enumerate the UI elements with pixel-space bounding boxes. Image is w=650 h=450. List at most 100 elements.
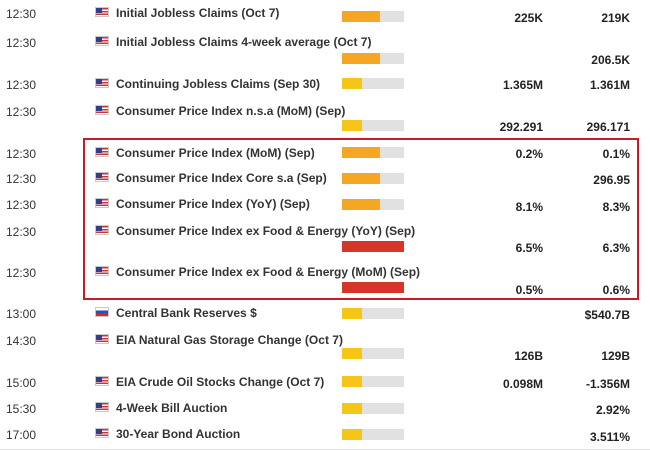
importance-bar-fill — [342, 429, 363, 440]
event-row[interactable]: 17:00 30-Year Bond Auction 3.511% — [0, 421, 650, 450]
event-name[interactable]: 4-Week Bill Auction — [116, 401, 228, 415]
event-time: 17:00 — [6, 428, 37, 442]
event-time: 12:30 — [6, 147, 37, 161]
importance-bar — [342, 241, 404, 252]
event-time: 12:30 — [6, 266, 37, 280]
us-flag-icon — [95, 105, 109, 115]
event-value-1: 0.098M — [502, 377, 543, 391]
event-row[interactable]: 15:00 EIA Crude Oil Stocks Change (Oct 7)… — [0, 369, 650, 396]
event-time: 12:30 — [6, 78, 37, 92]
ru-flag-icon — [95, 307, 109, 317]
event-name[interactable]: EIA Crude Oil Stocks Change (Oct 7) — [116, 375, 325, 389]
event-value-1: 292.291 — [499, 120, 543, 134]
event-value-1: 8.1% — [515, 200, 543, 214]
importance-bar-fill — [342, 376, 363, 387]
event-value-1: 225K — [514, 11, 543, 25]
event-row[interactable]: 12:30 Continuing Jobless Claims (Sep 30) 1… — [0, 71, 650, 99]
event-time: 14:30 — [6, 334, 37, 348]
importance-bar — [342, 376, 404, 387]
importance-bar — [342, 11, 404, 22]
event-name[interactable]: Initial Jobless Claims 4-week average (O… — [116, 35, 372, 49]
event-row[interactable]: 12:30 Initial Jobless Claims 4-week avera… — [0, 29, 650, 72]
importance-bar — [342, 78, 404, 89]
event-time: 15:30 — [6, 402, 37, 416]
importance-bar-fill — [342, 173, 381, 184]
importance-bar-fill — [342, 308, 363, 319]
event-value-1: 1.365M — [502, 78, 543, 92]
event-value-2: 1.361M — [589, 78, 630, 92]
importance-bar — [342, 120, 404, 131]
event-time: 12:30 — [6, 7, 37, 21]
event-name[interactable]: Consumer Price Index Core s.a (Sep) — [116, 171, 327, 185]
event-time: 12:30 — [6, 225, 37, 239]
event-value-2: 296.171 — [586, 120, 630, 134]
event-name[interactable]: Consumer Price Index (YoY) (Sep) — [116, 197, 310, 211]
event-value-2: 3.511% — [589, 430, 630, 444]
event-row[interactable]: 12:30 Initial Jobless Claims (Oct 7) 225K 2… — [0, 0, 650, 30]
event-value-1: 0.2% — [515, 147, 543, 161]
event-time: 12:30 — [6, 172, 37, 186]
us-flag-icon — [95, 402, 109, 412]
importance-bar-fill — [342, 348, 363, 359]
importance-bar-fill — [342, 11, 381, 22]
importance-bar — [342, 199, 404, 210]
event-value-2: 0.1% — [602, 147, 630, 161]
event-row[interactable]: 12:30 Consumer Price Index Core s.a (Sep)… — [0, 165, 650, 192]
importance-bar-fill — [342, 199, 381, 210]
event-value-2: 6.3% — [602, 241, 630, 255]
event-name[interactable]: 30-Year Bond Auction — [116, 427, 241, 441]
us-flag-icon — [95, 78, 109, 88]
event-row[interactable]: 12:30 Consumer Price Index n.s.a (MoM) (S… — [0, 98, 650, 141]
importance-bar-fill — [342, 78, 363, 89]
event-name[interactable]: Continuing Jobless Claims (Sep 30) — [116, 77, 321, 91]
event-name[interactable]: Central Bank Reserves $ — [116, 306, 257, 320]
event-time: 12:30 — [6, 36, 37, 50]
us-flag-icon — [95, 172, 109, 182]
event-value-2: 0.6% — [602, 283, 630, 297]
importance-bar-fill — [342, 147, 381, 158]
us-flag-icon — [95, 198, 109, 208]
event-time: 13:00 — [6, 307, 37, 321]
us-flag-icon — [95, 266, 109, 276]
event-row[interactable]: 14:30 EIA Natural Gas Storage Change (Oct… — [0, 327, 650, 370]
event-row[interactable]: 12:30 Consumer Price Index (YoY) (Sep) 8.1… — [0, 191, 650, 219]
us-flag-icon — [95, 36, 109, 46]
importance-bar — [342, 348, 404, 359]
event-row[interactable]: 13:00 Central Bank Reserves $ $540.7B — [0, 300, 650, 328]
event-value-2: 129B — [601, 349, 630, 363]
importance-bar — [342, 403, 404, 414]
event-row[interactable]: 12:30 Consumer Price Index ex Food & Ener… — [0, 259, 650, 301]
importance-bar-fill — [342, 282, 404, 293]
event-value-2: -1.356M — [585, 377, 630, 391]
event-value-1: 6.5% — [515, 241, 543, 255]
event-value-1: 126B — [514, 349, 543, 363]
event-name[interactable]: Consumer Price Index n.s.a (MoM) (Sep) — [116, 104, 346, 118]
us-flag-icon — [95, 147, 109, 157]
importance-bar-fill — [342, 53, 381, 64]
event-value-2: 8.3% — [602, 200, 630, 214]
importance-bar-fill — [342, 120, 363, 131]
us-flag-icon — [95, 7, 109, 17]
importance-bar-fill — [342, 241, 404, 252]
event-name[interactable]: EIA Natural Gas Storage Change (Oct 7) — [116, 333, 343, 347]
us-flag-icon — [95, 334, 109, 344]
us-flag-icon — [95, 376, 109, 386]
us-flag-icon — [95, 225, 109, 235]
event-name[interactable]: Consumer Price Index ex Food & Energy (M… — [116, 265, 421, 279]
event-row[interactable]: 12:30 Consumer Price Index (MoM) (Sep) 0.2… — [0, 140, 650, 166]
importance-bar — [342, 308, 404, 319]
event-row[interactable]: 12:30 Consumer Price Index ex Food & Ener… — [0, 218, 650, 260]
event-name[interactable]: Consumer Price Index (MoM) (Sep) — [116, 146, 315, 160]
us-flag-icon — [95, 428, 109, 438]
importance-bar — [342, 429, 404, 440]
event-value-2: 296.95 — [593, 173, 630, 187]
event-value-1: 0.5% — [515, 283, 543, 297]
event-value-2: $540.7B — [584, 308, 630, 322]
importance-bar — [342, 173, 404, 184]
event-row[interactable]: 15:30 4-Week Bill Auction 2.92% — [0, 395, 650, 422]
importance-bar — [342, 282, 404, 293]
event-name[interactable]: Initial Jobless Claims (Oct 7) — [116, 6, 280, 20]
event-value-2: 2.92% — [595, 403, 630, 417]
event-time: 15:00 — [6, 376, 37, 390]
event-name[interactable]: Consumer Price Index ex Food & Energy (Y… — [116, 224, 416, 238]
